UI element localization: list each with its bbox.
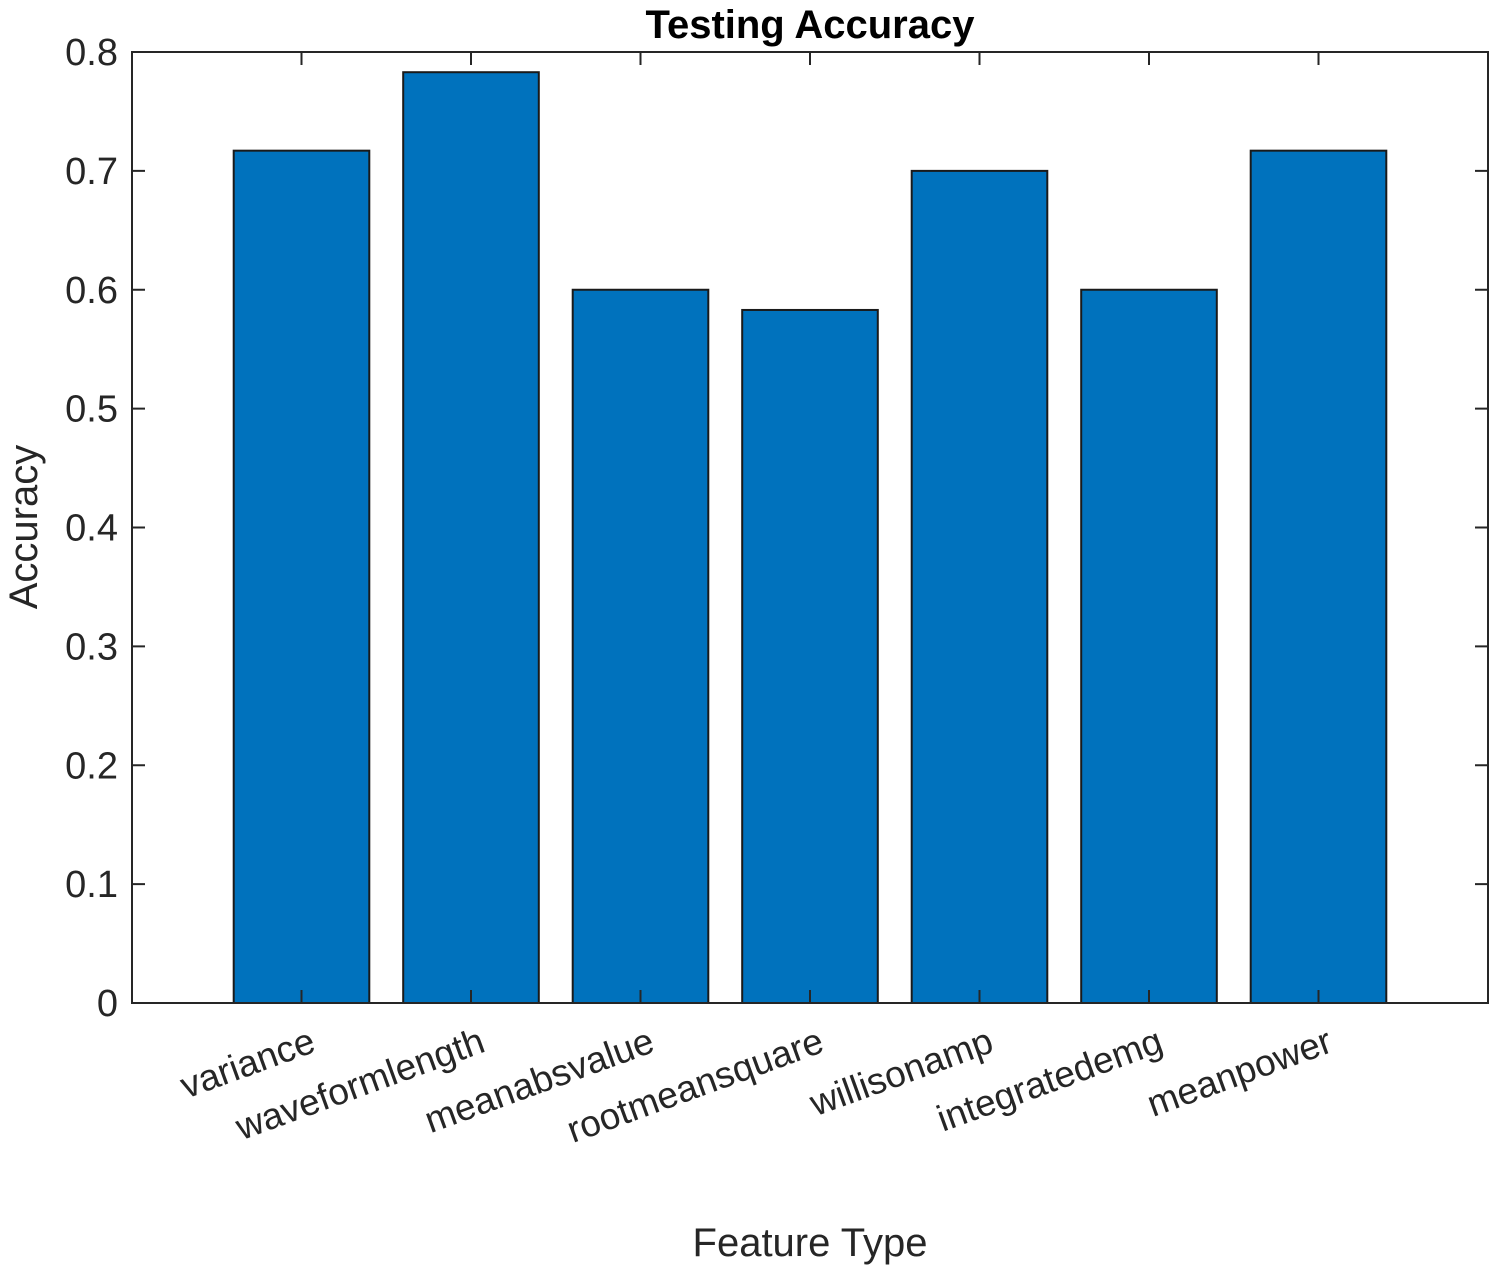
bar-variance: [232, 149, 371, 1004]
y-tick-label: 0.1: [65, 864, 118, 906]
bar-meanabsvalue: [571, 288, 710, 1004]
bar-meanpower: [1249, 149, 1388, 1004]
y-tick-label: 0: [97, 983, 118, 1025]
y-tick-label: 0.7: [65, 151, 118, 193]
y-tick-label: 0.4: [65, 508, 118, 550]
plot-frame: [131, 51, 1489, 1004]
y-tick-label: 0.5: [65, 389, 118, 431]
y-tick-label: 0.8: [65, 32, 118, 74]
y-axis-label: Accuracy: [2, 445, 46, 610]
bar-willisonamp: [910, 169, 1049, 1004]
y-tick-label: 0.3: [65, 626, 118, 668]
bar-rootmeansquare: [741, 308, 879, 1004]
bars: [232, 71, 1388, 1005]
bar-integratedemg: [1080, 288, 1218, 1004]
x-tick-label: meanpower: [1142, 1020, 1338, 1125]
bar-waveformlength: [402, 71, 540, 1005]
y-tick-label: 0.2: [65, 745, 118, 787]
y-tick-label: 0.6: [65, 270, 118, 312]
x-axis-label: Feature Type: [693, 1221, 928, 1265]
y-axis: 0 0.1 0.2 0.3 0.4 0.5 0.6 0.7 0.8: [65, 32, 1488, 1025]
chart-title: Testing Accuracy: [645, 3, 975, 47]
